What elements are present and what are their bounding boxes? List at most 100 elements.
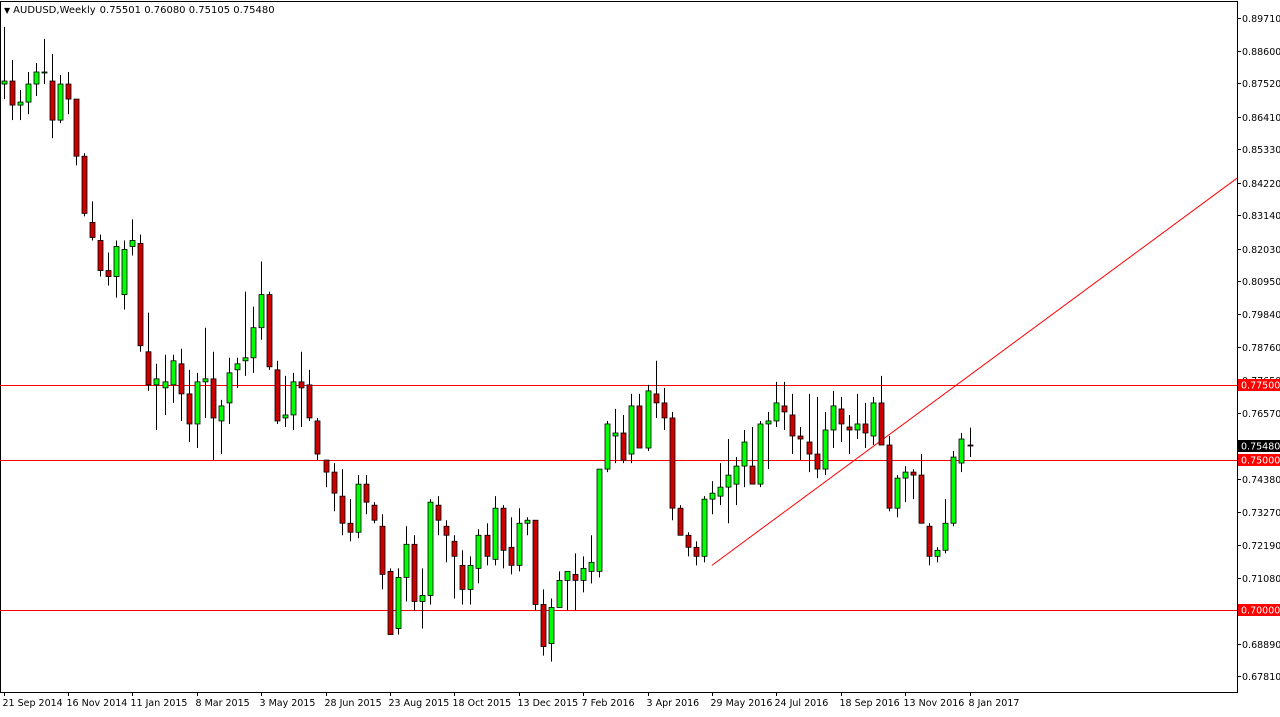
candle[interactable]: [636, 393, 643, 449]
candle[interactable]: [282, 375, 289, 427]
candle[interactable]: [886, 435, 893, 512]
candle[interactable]: [387, 568, 394, 635]
candle[interactable]: [781, 381, 788, 430]
candle[interactable]: [500, 505, 507, 569]
candle[interactable]: [411, 535, 418, 611]
candle[interactable]: [765, 411, 772, 470]
candle[interactable]: [194, 372, 201, 449]
candle[interactable]: [958, 432, 965, 473]
candle[interactable]: [323, 459, 330, 488]
candle[interactable]: [934, 547, 941, 563]
candle[interactable]: [242, 291, 249, 376]
candle[interactable]: [620, 414, 627, 464]
candle[interactable]: [162, 354, 169, 415]
candle[interactable]: [137, 234, 144, 352]
candle[interactable]: [210, 351, 217, 461]
candle[interactable]: [612, 408, 619, 464]
candle[interactable]: [459, 550, 466, 605]
candle[interactable]: [749, 426, 756, 485]
candle[interactable]: [588, 535, 595, 584]
candle[interactable]: [25, 71, 32, 115]
candle[interactable]: [467, 556, 474, 605]
candle[interactable]: [121, 240, 128, 310]
candle[interactable]: [145, 312, 152, 391]
candle[interactable]: [129, 219, 136, 256]
candle[interactable]: [105, 252, 112, 286]
candle[interactable]: [73, 98, 80, 166]
candle[interactable]: [797, 426, 804, 461]
candle[interactable]: [33, 62, 40, 97]
candle[interactable]: [894, 475, 901, 518]
candle[interactable]: [548, 598, 555, 662]
candle[interactable]: [862, 402, 869, 449]
candle[interactable]: [628, 393, 635, 464]
candle[interactable]: [186, 369, 193, 443]
candle[interactable]: [250, 306, 257, 373]
candle[interactable]: [89, 201, 96, 241]
candle[interactable]: [532, 519, 539, 611]
candle[interactable]: [81, 153, 88, 217]
candle[interactable]: [524, 517, 531, 536]
candle[interactable]: [57, 75, 64, 124]
candle[interactable]: [258, 261, 265, 340]
candle[interactable]: [427, 499, 434, 605]
candle[interactable]: [41, 38, 48, 85]
candle[interactable]: [942, 499, 949, 554]
candle[interactable]: [492, 496, 499, 566]
candle[interactable]: [347, 499, 354, 542]
candle[interactable]: [725, 439, 732, 524]
candle[interactable]: [685, 532, 692, 557]
candle[interactable]: [604, 420, 611, 473]
candle[interactable]: [274, 360, 281, 424]
candle[interactable]: [701, 496, 708, 563]
candle[interactable]: [355, 475, 362, 539]
candle[interactable]: [967, 427, 974, 458]
candle[interactable]: [331, 463, 338, 512]
candle[interactable]: [669, 411, 676, 521]
candle[interactable]: [306, 369, 313, 421]
candle[interactable]: [363, 475, 370, 515]
candle[interactable]: [540, 589, 547, 656]
candle[interactable]: [757, 420, 764, 488]
candle[interactable]: [17, 90, 24, 121]
dropdown-arrow-icon[interactable]: ▼: [4, 6, 11, 15]
candle[interactable]: [653, 360, 660, 418]
candle[interactable]: [451, 535, 458, 599]
candle[interactable]: [572, 553, 579, 611]
candle[interactable]: [395, 568, 402, 635]
candle[interactable]: [435, 496, 442, 536]
candle[interactable]: [170, 354, 177, 403]
candle[interactable]: [475, 529, 482, 584]
candle[interactable]: [218, 399, 225, 455]
candle[interactable]: [290, 372, 297, 430]
candle[interactable]: [580, 556, 587, 593]
candle[interactable]: [65, 71, 72, 115]
candle[interactable]: [806, 393, 813, 473]
candle[interactable]: [419, 568, 426, 629]
candle[interactable]: [97, 234, 104, 277]
candle[interactable]: [677, 505, 684, 536]
candle[interactable]: [298, 351, 305, 427]
candle[interactable]: [484, 523, 491, 566]
candle[interactable]: [403, 526, 410, 602]
candle[interactable]: [1, 26, 8, 100]
candle[interactable]: [926, 523, 933, 566]
candle[interactable]: [645, 384, 652, 452]
trend-line[interactable]: [711, 177, 1238, 566]
candle[interactable]: [564, 570, 571, 611]
candle[interactable]: [910, 469, 917, 500]
candle[interactable]: [266, 291, 273, 370]
candle[interactable]: [661, 387, 668, 430]
candle[interactable]: [226, 357, 233, 424]
candle[interactable]: [379, 514, 386, 590]
candle[interactable]: [596, 468, 603, 578]
candle[interactable]: [339, 469, 346, 536]
candle[interactable]: [950, 451, 957, 527]
candle[interactable]: [516, 508, 523, 572]
candle[interactable]: [902, 466, 909, 503]
candle[interactable]: [234, 357, 241, 388]
candle[interactable]: [789, 393, 796, 455]
candle[interactable]: [693, 541, 700, 566]
candle[interactable]: [830, 390, 837, 449]
